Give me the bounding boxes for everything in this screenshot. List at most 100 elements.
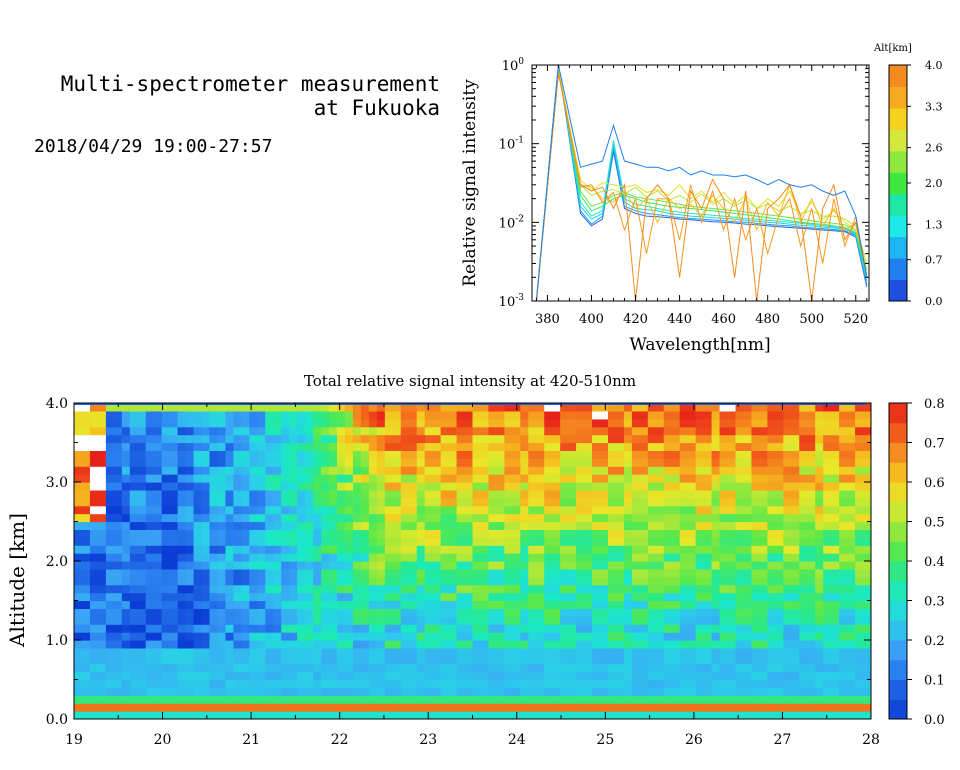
heatmap-cell: [831, 442, 840, 451]
heatmap-cell: [217, 505, 227, 515]
heatmap-cell: [815, 608, 824, 617]
heatmap-cell: [384, 434, 394, 444]
heatmap-cell: [376, 521, 386, 530]
heatmap-cell: [735, 568, 745, 578]
heatmap-cell: [456, 529, 466, 538]
heatmap-cell: [552, 418, 561, 428]
heatmap-cell: [496, 703, 505, 712]
heatmap-cell: [528, 711, 537, 719]
heatmap-cell: [368, 624, 378, 633]
heatmap-cell: [504, 458, 513, 467]
heatmap-cell: [81, 482, 91, 491]
heatmap-cell: [775, 647, 784, 657]
heatmap-cell: [623, 616, 633, 625]
heatmap-cell: [344, 513, 354, 523]
heatmap-cell: [456, 521, 466, 530]
heatmap-cell: [329, 679, 338, 688]
heatmap-cell: [448, 640, 458, 649]
heatmap-cell: [600, 679, 609, 688]
heatmap-cell: [615, 616, 625, 625]
heatmap-cell: [719, 513, 729, 523]
heatmap-cell: [568, 545, 577, 554]
heatmap-cell: [847, 458, 856, 467]
heatmap-cell: [169, 616, 179, 625]
heatmap-cell: [97, 600, 107, 609]
heatmap-cell: [839, 632, 848, 641]
heatmap-cell: [536, 592, 545, 602]
heatmap-cell: [727, 497, 737, 507]
heatmap-cell: [456, 632, 466, 641]
heatmap-cell: [560, 671, 569, 681]
heatmap-cell: [496, 434, 505, 444]
heatmap-cell: [265, 537, 274, 546]
heatmap-cell: [400, 466, 410, 475]
heatmap-cell: [719, 450, 729, 459]
heatmap-cell: [711, 679, 721, 688]
heatmap-cell: [576, 513, 585, 523]
heatmap-cell: [831, 426, 840, 436]
heatmap-cell: [743, 403, 753, 412]
heatmap-cell: [703, 679, 713, 688]
heatmap-cell: [344, 703, 354, 712]
heatmap-cell: [193, 608, 203, 617]
heatmap-cell: [631, 505, 641, 515]
heatmap-cell: [209, 632, 219, 641]
heatmap-cell: [488, 616, 498, 625]
heatmap-cell: [480, 616, 490, 625]
heatmap-cell: [671, 466, 681, 475]
heatmap-cell: [631, 545, 641, 554]
heatmap-cell: [289, 695, 298, 704]
heatmap-cell: [600, 458, 609, 467]
heatmap-cell: [727, 474, 737, 483]
heatmap-cell: [791, 655, 800, 665]
heatmap-cell: [775, 497, 784, 507]
heatmap-cell: [193, 513, 203, 523]
heatmap-cell: [368, 529, 378, 538]
heatmap-cell: [623, 497, 633, 507]
heatmap-cell: [863, 450, 871, 459]
heatmap-cell: [560, 608, 569, 617]
heatmap-cell: [169, 703, 179, 712]
heatmap-cell: [751, 466, 761, 475]
heatmap-cell: [807, 482, 816, 491]
heatmap-cell: [751, 600, 761, 609]
heatmap-cell: [376, 663, 386, 673]
heatmap-cell: [113, 600, 123, 609]
heatmap-cell: [623, 529, 633, 538]
heatmap-cell: [703, 434, 713, 444]
heatmap-cell: [512, 624, 521, 633]
heatmap-cell: [193, 568, 203, 578]
heatmap-cell: [137, 592, 147, 602]
heatmap-cell: [520, 466, 529, 475]
heatmap-cell: [480, 434, 490, 444]
heatmap-cell: [153, 474, 163, 483]
heatmap-cell: [767, 640, 776, 649]
heatmap-cell: [432, 450, 442, 459]
heatmap-cell: [863, 592, 871, 602]
heatmap-cell: [329, 663, 338, 673]
heatmap-cell: [424, 679, 434, 688]
heatmap-cell: [512, 442, 521, 451]
heatmap-cell: [863, 568, 871, 578]
heatmap-cell: [416, 489, 426, 499]
heatmap-cell: [344, 608, 354, 617]
heatmap-cell: [679, 703, 689, 712]
heatmap-cell: [129, 711, 139, 719]
heatmap-cell: [329, 600, 338, 609]
heatmap-cell: [217, 647, 227, 657]
heatmap-cell: [847, 561, 856, 570]
heatmap-cell: [217, 553, 227, 562]
heatmap-cell: [759, 410, 768, 420]
heatmap-cell: [679, 592, 689, 602]
heatmap-cell: [799, 410, 808, 420]
heatmap-cell: [679, 442, 689, 451]
heatmap-cell: [727, 608, 737, 617]
heatmap-cell: [623, 482, 633, 491]
heatmap-cell: [408, 418, 418, 428]
heatmap-cell: [424, 640, 434, 649]
heatmap-cell: [137, 655, 147, 665]
heatmap-cell: [352, 695, 362, 704]
heatmap-cell: [727, 671, 737, 681]
heatmap-cell: [775, 418, 784, 428]
heatmap-cell: [528, 687, 537, 696]
